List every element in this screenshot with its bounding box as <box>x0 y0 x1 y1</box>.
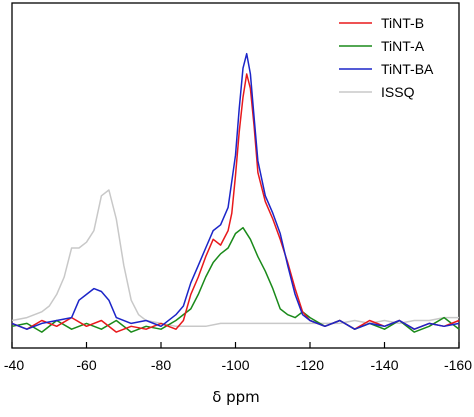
legend-label: ISSQ <box>381 84 415 100</box>
x-tick-label: -80 <box>151 357 171 373</box>
series-line-tint-ba <box>11 52 460 330</box>
x-tick-label: -40 <box>4 357 24 373</box>
x-axis-ticks: -40 -60 -80 -100 -120 -140 -160 <box>4 342 472 373</box>
series-line-tint-a <box>11 226 460 333</box>
legend: TiNT-B TiNT-A TiNT-BA ISSQ <box>339 15 434 100</box>
series-line-issq <box>11 189 459 328</box>
legend-label: TiNT-B <box>381 15 424 31</box>
x-tick-label: -60 <box>76 357 96 373</box>
x-tick-label: -140 <box>370 357 398 373</box>
legend-label: TiNT-A <box>381 38 425 54</box>
x-axis-title: δ ppm <box>212 388 260 406</box>
series-line-tint-b <box>11 73 460 333</box>
legend-label: TiNT-BA <box>381 61 434 77</box>
x-tick-label: -120 <box>296 357 324 373</box>
series-lines <box>11 52 460 333</box>
x-tick-label: -100 <box>221 357 249 373</box>
x-tick-label: -160 <box>444 357 472 373</box>
